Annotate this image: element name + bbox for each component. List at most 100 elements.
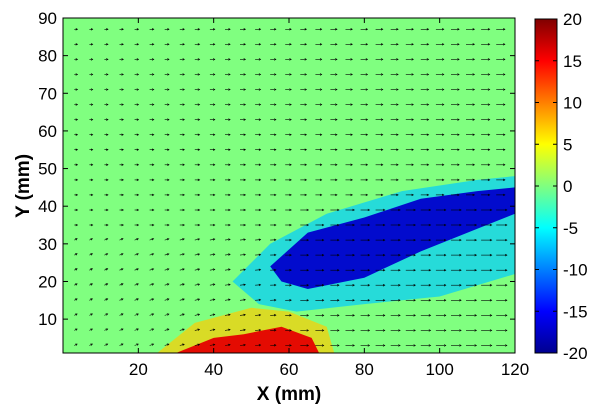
vector-arrow-head [443,329,447,332]
vector-arrow-head [319,28,323,31]
vector-arrow-head [167,88,170,91]
vector-arrow-head [380,28,384,31]
vector-arrow-head [166,238,170,241]
vector-arrow-head [380,73,384,76]
vector-arrow-head [121,28,124,31]
vector-arrow-head [228,313,231,317]
x-tick-label: 100 [425,360,453,379]
vector-arrow [179,268,185,271]
vector-arrow [209,238,215,241]
vector-arrow-head [182,88,185,91]
vector-arrow-head [441,193,445,197]
vector-arrow-head [505,208,508,212]
vector-arrow-head [212,103,216,106]
vector-arrow-head [367,238,371,242]
vector-arrow-head [228,328,231,332]
vector-arrow-head [411,148,414,151]
vector-arrow-head [151,58,155,61]
vector-arrow-head [121,103,124,106]
vector-arrow-head [380,193,384,197]
vector-arrow-head [136,43,140,46]
vector-arrow-head [136,133,140,136]
vector-arrow-head [90,118,94,121]
vector-arrow-head [350,148,353,151]
vector-arrow-head [75,313,78,316]
vector-arrow-head [321,223,325,227]
vector-arrow-head [182,193,185,197]
vector-arrow [179,283,185,286]
vector-arrow-head [212,43,216,46]
vector-arrow-head [503,88,506,91]
vector-arrow-head [75,103,79,106]
vector-arrow-head [335,118,338,121]
vector-arrow-head [441,28,445,31]
y-tick-label: 40 [38,197,57,216]
vector-arrow-head [243,118,247,121]
vector-arrow-head [396,28,399,31]
vector-arrow-head [319,43,323,46]
vector-arrow [239,269,246,271]
vector-arrow-head [489,329,493,332]
vector-arrow-head [367,253,371,257]
colorbar-tick-label: -10 [563,261,588,280]
vector-arrow-head [337,299,340,302]
y-tick-label: 90 [38,9,57,28]
vector-arrow-head [90,148,94,151]
vector-arrow-head [396,88,399,91]
vector-arrow-head [350,193,353,197]
vector-arrow-head [489,223,493,227]
vector-arrow-head [212,313,216,316]
vector-arrow [179,328,185,331]
vector-arrow-head [428,208,432,212]
vector-arrow-head [489,344,493,347]
vector-arrow-head [151,118,155,121]
vector-arrow-head [337,253,340,257]
vector-arrow-head [443,268,447,272]
vector-arrow-head [228,133,231,136]
vector-arrow-head [382,314,386,317]
vector-arrow-head [182,58,185,61]
vector-arrow-head [411,133,414,136]
vector-arrow-head [90,178,94,182]
vector-arrow-head [90,193,94,197]
vector-arrow-head [289,193,292,197]
vector-arrow-head [289,88,292,91]
vector-arrow-head [352,314,355,317]
vector-arrow-head [413,344,416,347]
vector-arrow-head [505,284,508,287]
vector-arrow [209,299,215,301]
vector-arrow [239,239,246,241]
vector-arrow [164,343,169,346]
vector-arrow-head [121,118,124,121]
vector-arrow-head [441,148,445,151]
vector-arrow-head [426,133,430,136]
vector-arrow-head [352,329,355,332]
vector-arrow-head [182,343,185,346]
vector-arrow-head [258,178,262,182]
vector-arrow-head [428,344,432,347]
y-tick-label: 60 [38,122,57,141]
vector-arrow [179,253,185,256]
vector-arrow [209,269,215,271]
vector-arrow-head [289,178,292,182]
vector-arrow-head [304,193,308,197]
vector-arrow-head [382,238,386,242]
vector-arrow-head [380,148,384,151]
vector-arrow-head [382,223,386,227]
vector-arrow-head [304,163,307,167]
vector-arrow-head [106,208,109,212]
vector-arrow-head [382,299,386,302]
vector-arrow-head [426,178,430,182]
y-axis-ticks: 10 20 30 40 50 60 70 80 90 [38,9,515,329]
vector-arrow-head [258,268,262,272]
vector-arrow-head [367,208,371,212]
vector-arrow-head [472,148,476,151]
vector-arrow-head [319,163,323,167]
vector-arrow-head [197,283,201,286]
vector-arrow-head [106,28,109,31]
vector-arrow-head [212,298,216,301]
vector-arrow-head [243,88,247,91]
vector-arrow-head [443,208,447,212]
vector-arrow-head [75,193,79,197]
vector-arrow-head [365,58,369,61]
